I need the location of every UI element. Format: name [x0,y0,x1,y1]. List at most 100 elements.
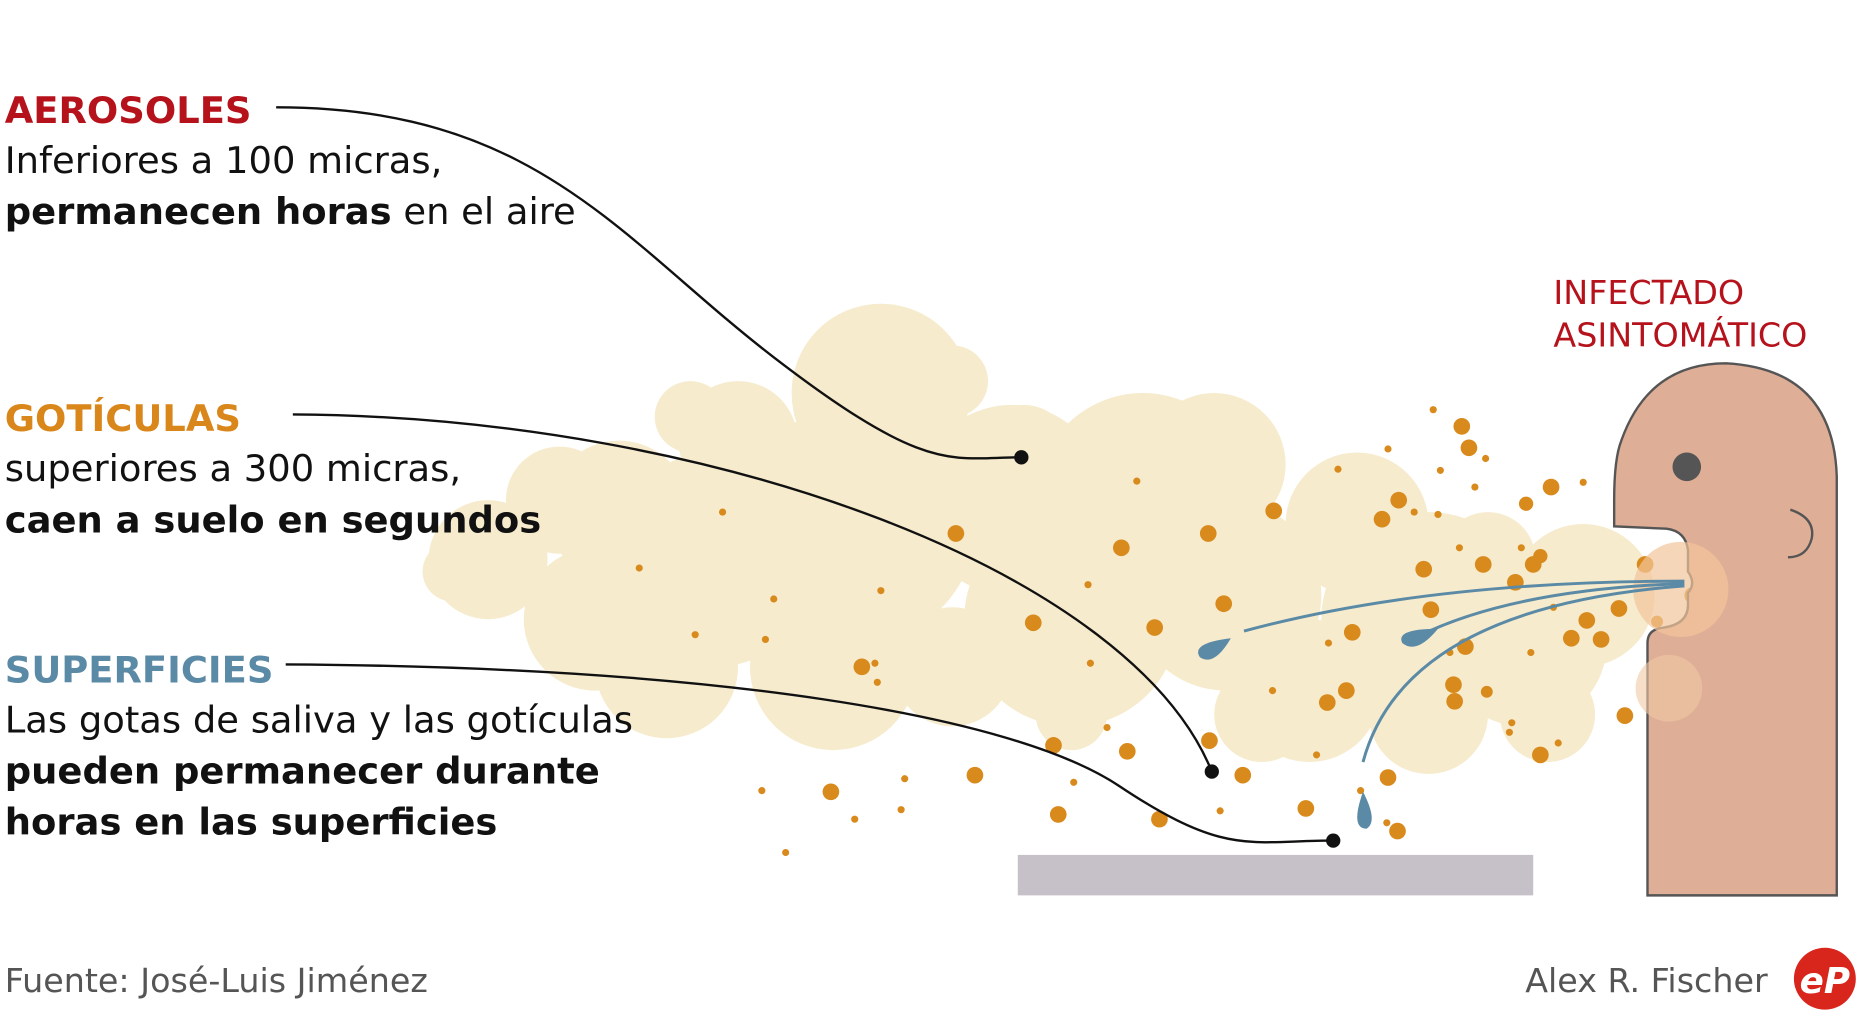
text-run: en el aire [392,190,576,233]
cloud-puff [892,607,1012,727]
section-line: Las gotas de saliva y las gotículas [5,698,633,741]
section-line: superiores a 300 micras, [5,447,461,490]
section-title: SUPERFICIES [5,648,274,691]
droplet [1474,556,1492,573]
droplet [1318,694,1336,711]
section-title: AEROSOLES [5,89,252,132]
droplet [1592,631,1610,648]
droplet [822,783,840,801]
droplet [1045,737,1062,754]
droplet [782,848,790,857]
droplet [1151,810,1168,828]
droplet [1415,560,1433,578]
source: Fuente: José-Luis Jiménez [5,961,428,1000]
droplet [901,775,909,783]
cloud-puff [1499,666,1596,763]
section-line: permanecen horas en el aire [5,190,576,233]
droplet [1578,612,1596,629]
droplet [1201,732,1218,749]
cloud-puff [1511,523,1655,667]
droplet [1453,418,1471,435]
droplet [1118,743,1136,760]
logo-text: eP [1800,961,1850,1002]
droplet [758,787,766,795]
droplet [1199,525,1217,542]
surface-table [1017,854,1534,896]
trajectories [1243,579,1685,763]
logo: eP [1793,947,1856,1010]
person-label: INFECTADO [1553,273,1744,312]
cloud-puff [523,547,667,691]
droplet [1086,659,1094,667]
author: Alex R. Fischer [1525,961,1768,1000]
droplet [1146,619,1164,636]
droplet [1616,707,1634,724]
droplet [718,508,727,516]
section-line: caen a suelo en segundos [5,498,541,541]
droplet [853,658,871,676]
droplet [897,806,905,814]
cloud-puff [916,345,989,417]
droplet [1383,819,1391,827]
cloud-puff [654,381,727,453]
cloud-puff [1142,393,1286,536]
droplet [1215,595,1233,613]
droplet [1379,769,1397,786]
droplet [1324,639,1333,647]
droplet [1373,510,1391,528]
text-run: Las gotas de saliva y las gotículas [5,698,633,741]
droplet [1455,544,1463,552]
saliva-drops [1198,628,1438,829]
droplet [1389,822,1406,840]
droplet [1103,723,1111,732]
droplet [1480,685,1493,698]
droplet [1527,648,1535,657]
droplet [877,587,885,595]
leader-dots [1014,450,1341,848]
droplet [1384,445,1392,453]
cloud-puff [422,541,483,602]
droplet [966,766,984,784]
droplet [1297,800,1315,817]
droplet [635,564,643,572]
droplet [1471,483,1479,491]
droplet [1436,466,1444,474]
droplet [1518,496,1534,511]
text-run: Inferiores a 100 micras, [5,139,443,182]
droplet [1434,510,1442,519]
text-run: pueden permanecer durante [5,749,600,792]
section-line: horas en las superficies [5,801,498,844]
droplet [770,595,778,603]
droplet [1533,548,1548,564]
cloud-puff [1035,678,1108,751]
droplet [1482,454,1490,463]
droplet [1312,751,1321,759]
droplet [1113,539,1130,557]
droplet [873,678,881,686]
droplet [1517,544,1525,552]
droplet [1562,629,1580,647]
droplet [691,631,699,639]
text-run: horas en las superficies [5,801,498,844]
droplet [1445,676,1462,694]
droplet [1268,687,1277,695]
droplet [1554,739,1562,747]
cloud [422,303,1655,774]
cloud-puff [749,583,917,751]
droplet [1133,477,1141,485]
droplet [1049,806,1067,823]
cloud-puff [738,404,977,644]
droplet [761,635,769,644]
droplet [1410,508,1418,516]
droplet [1343,623,1361,641]
cloud-puff [1214,666,1310,763]
text-run: superiores a 300 micras, [5,447,461,490]
droplet [1532,746,1549,764]
section-line: pueden permanecer durante [5,749,600,792]
droplet [947,525,965,542]
text-run: permanecen horas [5,190,392,233]
text-run: caen a suelo en segundos [5,498,541,541]
cloud-puff [964,512,1179,727]
cloud-puff [1368,654,1488,774]
